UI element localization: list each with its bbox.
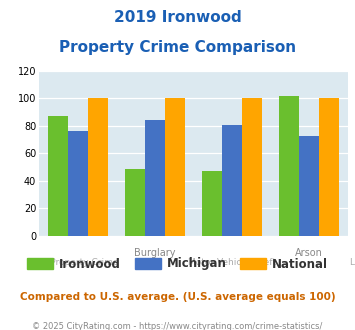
Bar <box>222 125 242 236</box>
Legend: Ironwood, Michigan, National: Ironwood, Michigan, National <box>22 253 333 275</box>
Text: All Property Crime: All Property Crime <box>37 258 119 267</box>
Bar <box>88 98 108 236</box>
Text: Compared to U.S. average. (U.S. average equals 100): Compared to U.S. average. (U.S. average … <box>20 292 335 302</box>
Bar <box>48 116 67 236</box>
Bar <box>202 171 222 236</box>
Bar <box>279 96 299 236</box>
Text: Motor Vehicle Theft: Motor Vehicle Theft <box>188 258 276 267</box>
Text: Larceny & Theft: Larceny & Theft <box>350 258 355 267</box>
Bar <box>145 120 165 236</box>
Bar <box>67 131 88 236</box>
Bar <box>299 136 320 236</box>
Text: Arson: Arson <box>295 248 323 258</box>
Text: Burglary: Burglary <box>134 248 176 258</box>
Bar <box>320 98 339 236</box>
Text: Property Crime Comparison: Property Crime Comparison <box>59 40 296 54</box>
Bar <box>125 169 145 236</box>
Bar <box>165 98 185 236</box>
Text: © 2025 CityRating.com - https://www.cityrating.com/crime-statistics/: © 2025 CityRating.com - https://www.city… <box>32 322 323 330</box>
Bar <box>242 98 262 236</box>
Text: 2019 Ironwood: 2019 Ironwood <box>114 10 241 25</box>
